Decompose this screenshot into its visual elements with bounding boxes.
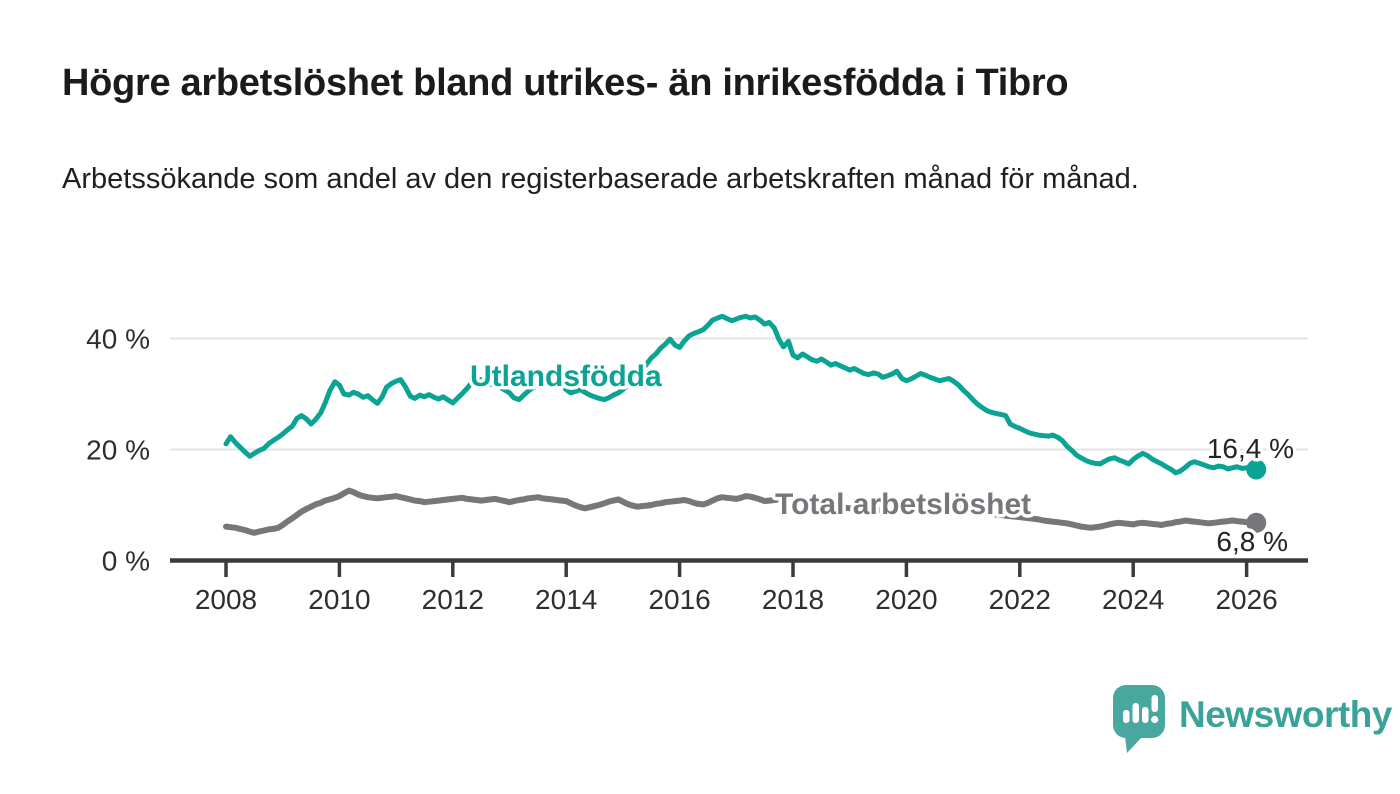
- series-line-utlandsfodda: [223, 313, 1259, 476]
- brand-wordmark: Newsworthy: [1179, 693, 1392, 735]
- newsworthy-logo: Newsworthy: [1112, 684, 1392, 754]
- x-axis-label: 2018: [762, 584, 824, 615]
- series-end-dot-total-arbetsloshet: [1246, 512, 1267, 533]
- x-axis-label: 2024: [1102, 584, 1164, 615]
- x-axis-label: 2008: [195, 584, 257, 615]
- series-line-total-arbetsloshet: [223, 487, 1260, 536]
- y-axis-label: 20 %: [86, 435, 150, 466]
- bar-chart-speech-bubble-icon: [1113, 685, 1165, 753]
- series-end-value-utlandsfodda: 16,4 %: [1207, 433, 1294, 464]
- x-axis-label: 2016: [648, 584, 710, 615]
- series-end-value-total-arbetsloshet: 6,8 %: [1216, 526, 1288, 557]
- x-axis-label: 2022: [989, 584, 1051, 615]
- chart-subtitle: Arbetssökande som andel av den registerb…: [62, 163, 1139, 195]
- y-axis-label: 40 %: [86, 324, 150, 355]
- y-axis-label: 0 %: [102, 546, 150, 577]
- x-axis-label: 2026: [1215, 584, 1277, 615]
- x-axis-label: 2014: [535, 584, 597, 615]
- series-label-total-arbetsloshet: Total arbetslöshet: [775, 488, 1031, 521]
- x-axis-label: 2012: [422, 584, 484, 615]
- x-axis-label: 2010: [308, 584, 370, 615]
- x-axis-label: 2020: [875, 584, 937, 615]
- page-title: Högre arbetslöshet bland utrikes- än inr…: [62, 62, 1069, 104]
- series-label-utlandsfodda: Utlandsfödda: [470, 360, 662, 393]
- series-end-dot-utlandsfodda: [1246, 459, 1267, 480]
